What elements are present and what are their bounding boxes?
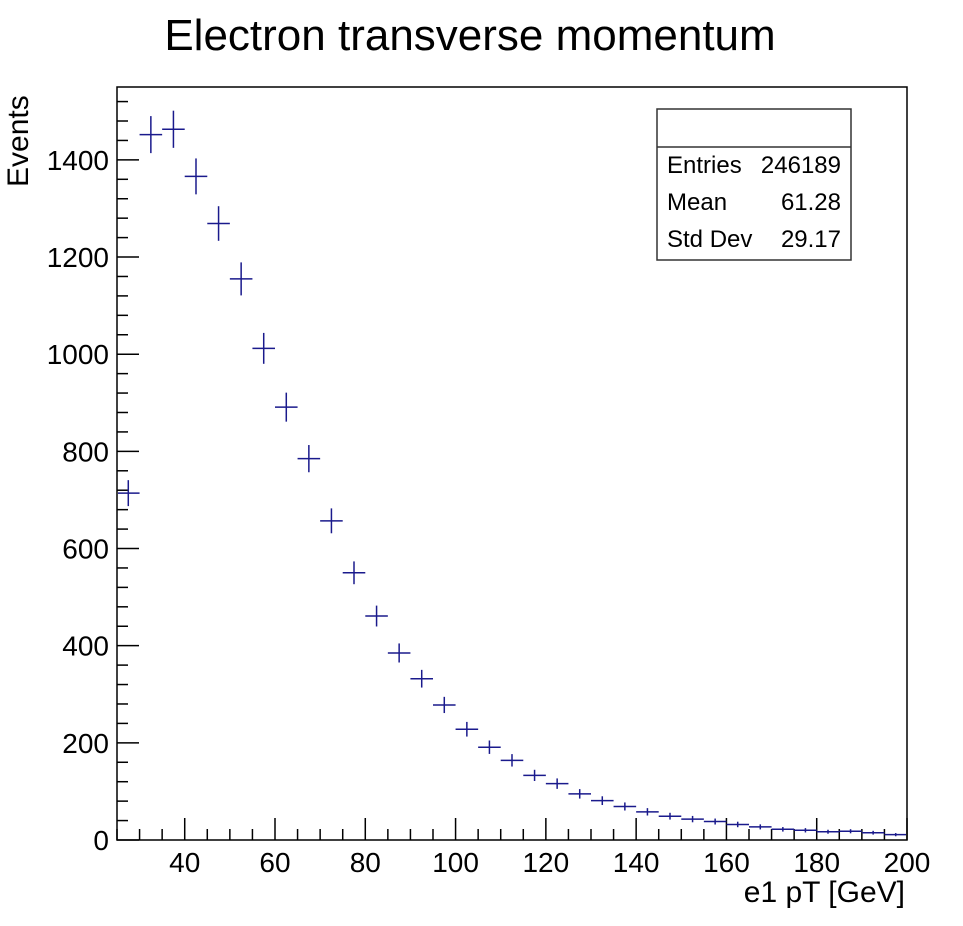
data-point [636, 808, 659, 816]
stats-box: Entries 246189 Mean 61.28 Std Dev 29.17 [656, 108, 852, 261]
x-tick-label: 140 [613, 847, 660, 878]
data-point [297, 445, 321, 473]
y-tick-label: 1200 [47, 242, 109, 273]
data-point [342, 561, 366, 585]
data-point [387, 643, 411, 663]
stats-label-stddev: Std Dev [667, 226, 752, 253]
y-axis-ticks: 0 200 400 600 800 1000 1200 1400 [47, 100, 139, 856]
stats-label-entries: Entries [667, 152, 742, 179]
x-tick-label: 200 [884, 847, 931, 878]
data-point [455, 721, 479, 737]
stats-value-stddev: 29.17 [781, 226, 841, 253]
data-point [771, 827, 795, 832]
chart-title: Electron transverse momentum [164, 11, 775, 60]
y-tick-label: 1400 [47, 145, 109, 176]
x-tick-label: 120 [522, 847, 569, 878]
data-point [816, 829, 840, 834]
x-tick-label: 80 [350, 847, 381, 878]
data-point [118, 480, 140, 507]
data-point [591, 796, 614, 806]
data-point [275, 392, 298, 422]
data-point [523, 769, 546, 781]
y-tick-label: 400 [62, 631, 109, 662]
data-point [320, 508, 343, 534]
data-point [410, 669, 433, 688]
data-point [500, 754, 524, 767]
data-point [229, 262, 253, 296]
data-point [207, 206, 230, 241]
data-point [252, 332, 275, 364]
data-point [162, 110, 185, 148]
data-point [139, 116, 163, 154]
data-point [703, 818, 727, 825]
data-point [568, 789, 591, 799]
data-point [613, 802, 637, 811]
x-tick-label: 180 [793, 847, 840, 878]
x-tick-label: 160 [703, 847, 750, 878]
data-point [365, 605, 388, 627]
plot-frame [116, 86, 908, 841]
data-point [184, 158, 208, 195]
x-axis-label: e1 pT [GeV] [744, 876, 905, 909]
y-tick-label: 0 [93, 825, 109, 856]
stats-box-frame [656, 108, 852, 261]
x-tick-label: 100 [432, 847, 479, 878]
data-point [681, 815, 704, 823]
data-point [861, 830, 885, 835]
data-point [794, 828, 817, 833]
data-point [658, 812, 682, 820]
stats-label-mean: Mean [667, 189, 727, 216]
data-markers [118, 110, 906, 837]
y-tick-label: 1000 [47, 339, 109, 370]
y-axis-label: Events [2, 95, 35, 187]
y-tick-label: 600 [62, 534, 109, 565]
data-point [433, 696, 456, 714]
data-point [726, 821, 749, 828]
stats-value-mean: 61.28 [781, 189, 841, 216]
data-point [749, 824, 772, 830]
y-tick-label: 800 [62, 436, 109, 467]
data-point [545, 778, 569, 789]
x-tick-label: 60 [259, 847, 290, 878]
x-axis-ticks: 40 60 80 100 120 140 160 180 200 [116, 818, 931, 878]
data-point [478, 740, 501, 754]
data-point [839, 829, 862, 834]
y-tick-label: 200 [62, 728, 109, 759]
data-point [884, 833, 906, 837]
stats-value-entries: 246189 [761, 152, 841, 179]
x-tick-label: 40 [169, 847, 200, 878]
